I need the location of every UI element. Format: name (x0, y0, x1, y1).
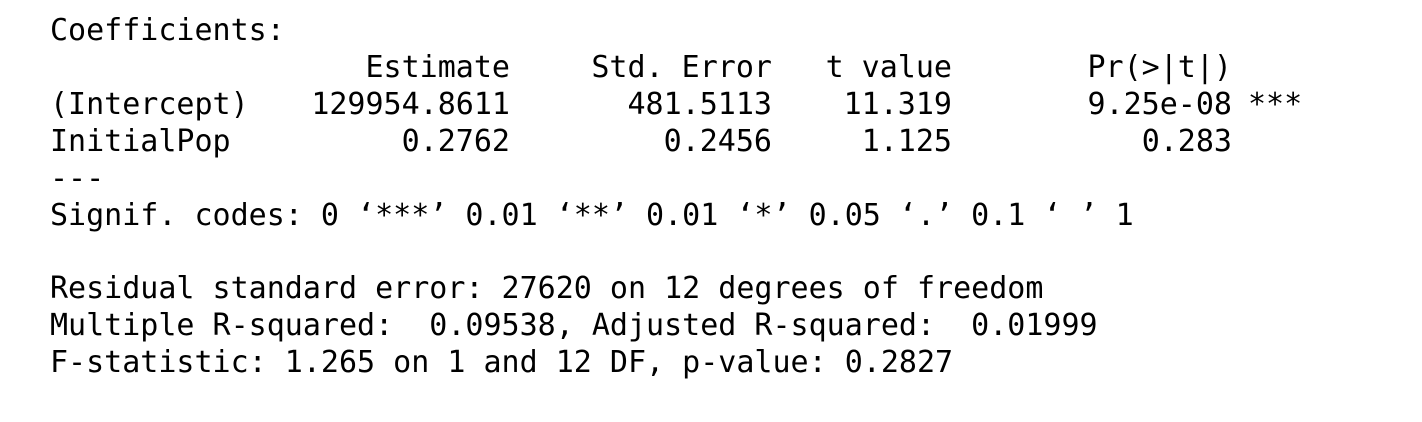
table-row: InitialPop 0.2762 0.2456 1.125 0.283 (50, 123, 1370, 160)
p-value: 9.25e-08 (1087, 87, 1233, 122)
std-error-value: 481.5113 (627, 87, 773, 122)
signif-codes-legend: Signif. codes: 0 ‘***’ 0.01 ‘**’ 0.01 ‘*… (50, 198, 1134, 233)
r-squared-line: Multiple R-squared: 0.09538, Adjusted R-… (50, 308, 1098, 343)
t-value: 1.125 (861, 124, 952, 159)
column-header-std-error: Std. Error (591, 50, 772, 85)
row-name: InitialPop (50, 124, 231, 159)
regression-summary-output: Coefficients: Estimate Std. Error t valu… (50, 12, 1370, 381)
t-value: 11.319 (843, 87, 952, 122)
coefficients-table-header: Estimate Std. Error t value Pr(>|t|) (50, 49, 1370, 86)
column-header-p-value: Pr(>|t|) (1087, 50, 1233, 85)
blank-line (50, 234, 1370, 270)
column-header-estimate: Estimate (365, 50, 511, 85)
table-row: (Intercept) 129954.8611 481.5113 11.319 … (50, 86, 1370, 123)
estimate-value: 0.2762 (401, 124, 510, 159)
separator-line: --- (50, 161, 105, 196)
residual-standard-error: Residual standard error: 27620 on 12 deg… (50, 271, 1044, 306)
p-value: 0.283 (1141, 124, 1232, 159)
f-statistic-line: F-statistic: 1.265 on 1 and 12 DF, p-val… (50, 345, 954, 380)
column-header-t-value: t value (825, 50, 952, 85)
estimate-value: 129954.8611 (311, 87, 510, 122)
significance-stars: *** (1248, 87, 1303, 122)
coefficients-header: Coefficients: (50, 13, 285, 48)
std-error-value: 0.2456 (663, 124, 772, 159)
row-name: (Intercept) (50, 87, 249, 122)
